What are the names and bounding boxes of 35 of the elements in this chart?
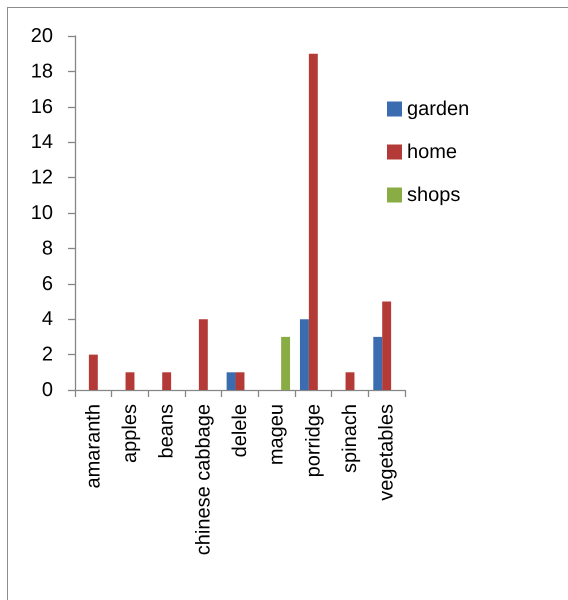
legend-label: garden	[407, 98, 470, 120]
y-tick-label: 2	[42, 344, 53, 366]
bar	[226, 372, 236, 390]
bar	[373, 336, 382, 390]
y-tick-label: 20	[30, 25, 53, 47]
x-tick-label: beans	[156, 404, 178, 458]
x-tick-label: mageu	[266, 404, 288, 466]
legend-label: home	[407, 141, 458, 163]
bar	[308, 54, 318, 390]
x-tick-label: delele	[229, 404, 251, 458]
x-tick-label: porridge	[302, 404, 324, 478]
y-tick-label: 8	[42, 237, 53, 260]
bar	[236, 372, 244, 390]
y-tick-label: 12	[30, 166, 53, 189]
bar	[198, 319, 208, 390]
x-tick-label: vegetables	[376, 404, 398, 501]
bar	[382, 302, 392, 390]
y-tick-label: 0	[42, 379, 53, 401]
bar	[88, 354, 98, 390]
bar	[281, 336, 290, 390]
x-tick-label: apples	[119, 404, 141, 463]
x-tick-label: chinese cabbage	[192, 404, 214, 556]
x-tick-label: amaranth	[82, 404, 104, 488]
x-tick-label: spinach	[339, 404, 361, 473]
y-tick-label: 10	[30, 202, 53, 224]
y-tick-label: 6	[42, 272, 53, 295]
y-tick-label: 16	[30, 96, 53, 118]
bar	[162, 372, 172, 390]
y-tick-label: 18	[30, 60, 53, 82]
bar	[126, 372, 134, 390]
bar	[346, 372, 354, 390]
legend-label: shops	[407, 184, 460, 206]
y-tick-label: 4	[42, 308, 53, 330]
y-tick-label: 14	[30, 131, 53, 154]
bar	[300, 319, 309, 390]
